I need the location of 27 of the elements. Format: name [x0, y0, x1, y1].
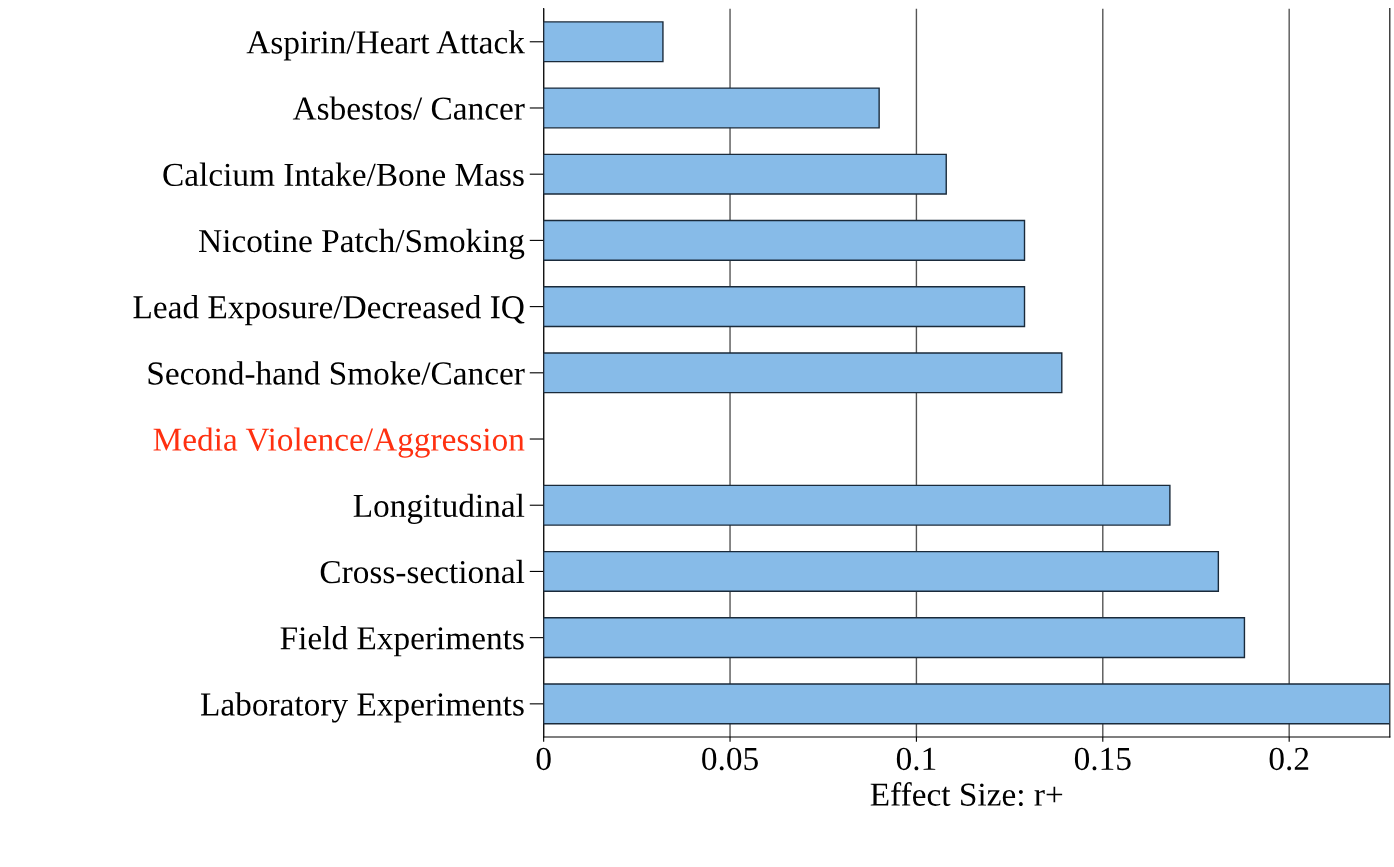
bar	[543, 219, 1026, 261]
y-tick-label: Aspirin/Heart Attack	[246, 30, 525, 61]
y-tick-label: Longitudinal	[353, 493, 525, 524]
x-tick-label: 0.15	[1074, 747, 1131, 771]
y-tick-label: Laboratory Experiments	[200, 692, 524, 723]
bar	[543, 550, 1220, 592]
x-tick-label: 0.2	[1269, 747, 1309, 771]
x-tick-label: 0	[536, 747, 551, 771]
y-tick-label: Lead Exposure/Decreased IQ	[133, 295, 525, 326]
y-tick-label: Second-hand Smoke/Cancer	[148, 361, 525, 385]
x-axis-title: Effect Size: r+	[870, 782, 1063, 807]
bar	[543, 21, 664, 63]
bar	[543, 87, 880, 129]
y-tick-label: Asbestos/ Cancer	[292, 96, 525, 120]
y-tick-label: Cross-sectional	[320, 559, 525, 584]
y-tick-label: Field Experiments	[280, 626, 524, 657]
y-tick-label: Calcium Intake/Bone Mass	[163, 162, 524, 187]
bar	[543, 617, 1246, 659]
bar	[543, 286, 1026, 328]
y-tick-label: Media Violence/Aggression	[153, 427, 525, 458]
bar	[543, 352, 1063, 394]
x-tick-label: 0.05	[702, 747, 758, 771]
x-tick-label: 0.1	[896, 747, 936, 771]
bar	[543, 153, 947, 195]
bar	[543, 484, 1171, 526]
bar	[543, 683, 1390, 725]
y-tick-label: Nicotine Patch/Smoking	[199, 228, 525, 260]
